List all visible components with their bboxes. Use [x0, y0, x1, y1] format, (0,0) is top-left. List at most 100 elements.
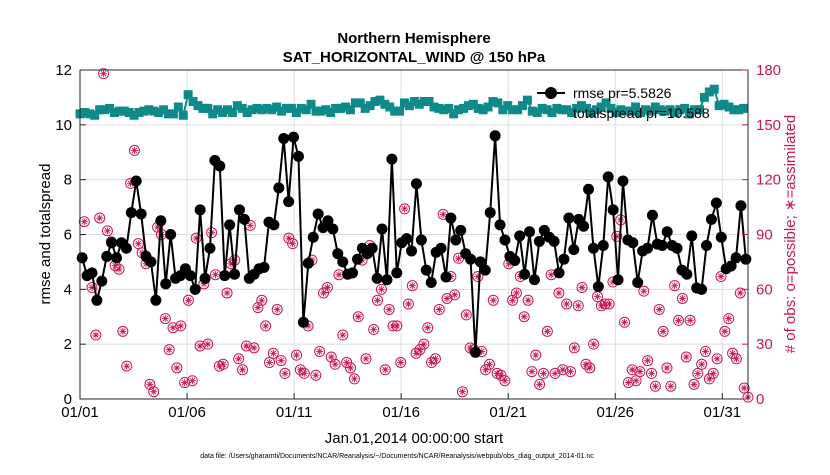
rmse-point [150, 294, 162, 306]
spread-point [109, 107, 119, 117]
obs-point [557, 364, 569, 376]
y-tick-label-left: 6 [64, 227, 72, 244]
obs-point [433, 303, 445, 315]
obs-point [561, 298, 573, 310]
axis-ticks: 01/01 01/06 01/11 01/16 01/21 01/26 01/31 0 2 4 6 8… [55, 62, 781, 421]
rmse-point [710, 197, 722, 209]
obs-point [279, 367, 291, 379]
rmse-point [642, 242, 654, 254]
obs-point [646, 367, 658, 379]
obs-point [240, 340, 252, 352]
spread-point [321, 105, 331, 115]
obs-point [267, 347, 279, 359]
rmse-point [307, 231, 319, 243]
rmse-point [524, 226, 536, 238]
spread-point [134, 107, 144, 117]
obs-point [341, 356, 353, 368]
rmse-point [288, 131, 300, 143]
rmse-point [111, 252, 123, 264]
y-tick-label-right: 180 [756, 62, 781, 79]
obs-point [572, 300, 584, 312]
obs-point [507, 294, 519, 306]
rmse-point [484, 207, 496, 219]
spread-point [350, 98, 360, 108]
rmse-point [347, 267, 359, 279]
spread-point [355, 98, 365, 108]
spread-point [424, 97, 434, 107]
obs-point [541, 325, 553, 337]
x-tick-label: 01/01 [61, 404, 99, 421]
obs-point [217, 358, 229, 370]
spread-point [311, 106, 321, 116]
rmse-point [563, 212, 575, 224]
obs-point [418, 338, 430, 350]
spread-point [498, 105, 508, 115]
rmse-point [224, 219, 236, 231]
spread-point [547, 107, 557, 117]
spread-point [724, 102, 734, 112]
spread-point [281, 103, 291, 113]
rmse-point [597, 239, 609, 251]
rmse-point [332, 248, 344, 260]
obs-point [730, 353, 742, 365]
legend-spread-label: totalspread pr=10.588 [573, 105, 710, 121]
obs-point [233, 353, 245, 365]
data-file-footer: data file: /Users/gharamti/Documents/NCA… [200, 453, 594, 460]
rmse-point [519, 268, 531, 280]
rmse-point [130, 175, 142, 187]
y-tick-label-right: 90 [756, 227, 773, 244]
obs-point [634, 366, 646, 378]
y-tick-label-left: 8 [64, 172, 72, 189]
spread-point [572, 103, 582, 113]
obs-point [209, 269, 221, 281]
obs-point [692, 367, 704, 379]
spread-point [277, 106, 287, 116]
obs-point [314, 345, 326, 357]
rmse-point [337, 256, 349, 268]
rmse-point [435, 242, 447, 254]
spread-point [262, 103, 272, 113]
obs-point [723, 313, 735, 325]
obs-point [526, 366, 538, 378]
rmse-point [233, 204, 245, 216]
obs-point [696, 358, 708, 370]
spread-point [257, 105, 267, 115]
rmse-point [474, 256, 486, 268]
rmse-point [219, 270, 231, 282]
rmse-point [189, 283, 201, 295]
obs-point [248, 342, 260, 354]
rmse-point [715, 231, 727, 243]
spread-point [149, 106, 159, 116]
legend: rmse pr=5.5826 totalspread pr=10.588 [537, 85, 710, 121]
spread-point [591, 105, 601, 115]
spread-point [557, 105, 567, 115]
spread-point [532, 107, 542, 117]
spread-point [734, 105, 744, 115]
spread-point [399, 98, 409, 108]
spread-point [444, 103, 454, 113]
obs-point [530, 349, 542, 361]
obs-point [653, 303, 665, 315]
obs-point [348, 373, 360, 385]
obs-point [715, 271, 727, 283]
obs-point [441, 292, 453, 304]
rmse-point [701, 239, 713, 251]
obs-point [283, 232, 295, 244]
spread-point [232, 101, 242, 111]
obs-point [537, 367, 549, 379]
rmse-point [106, 237, 118, 249]
spread-point [537, 103, 547, 113]
spread-point [601, 98, 611, 108]
obs-point [483, 358, 495, 370]
spread-point [242, 107, 252, 117]
obs-point [584, 362, 596, 374]
obs-point [190, 232, 202, 244]
spread-point [104, 103, 114, 113]
obs-point [275, 355, 287, 367]
spread-point [488, 97, 498, 107]
obs-point [395, 356, 407, 368]
spread-point [385, 102, 395, 112]
obs-point [383, 303, 395, 315]
spread-point [375, 95, 385, 105]
rmse-point [401, 233, 413, 245]
